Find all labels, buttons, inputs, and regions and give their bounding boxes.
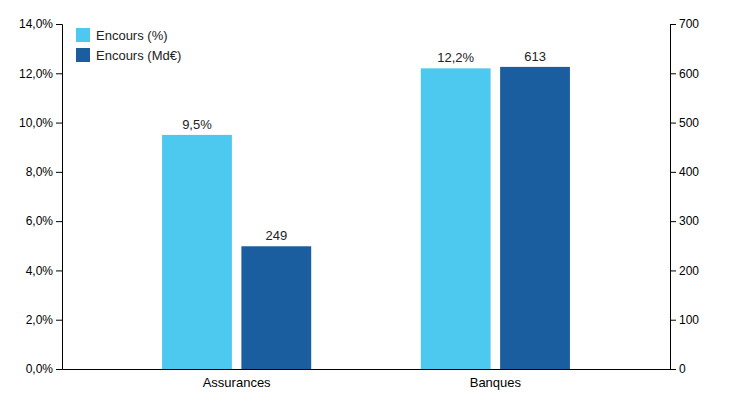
- tick-mark: [670, 24, 676, 25]
- tick: Banques: [470, 375, 522, 390]
- legend-item: Encours (%): [76, 28, 168, 43]
- tick-label: 0: [679, 362, 686, 376]
- tick: 100: [670, 313, 699, 327]
- data-label: 613: [524, 49, 546, 64]
- tick-mark: [56, 221, 62, 222]
- tick: 8,0%: [26, 165, 62, 179]
- legend-swatch: [76, 48, 90, 62]
- axis-line: [56, 25, 63, 370]
- tick-label: 12,0%: [19, 67, 53, 81]
- tick-mark: [670, 369, 676, 370]
- bar: [241, 246, 311, 369]
- tick-mark: [56, 172, 62, 173]
- tick: 500: [670, 116, 699, 130]
- data-label: 9,5%: [182, 117, 212, 132]
- tick: 10,0%: [19, 116, 62, 130]
- tick: 200: [670, 264, 699, 278]
- bar: [421, 68, 491, 369]
- tick-mark: [56, 123, 62, 124]
- legend-label: Encours (Md€): [96, 48, 181, 63]
- tick-label: 700: [679, 17, 699, 31]
- tick: Assurances: [203, 375, 271, 390]
- data-label: 249: [265, 228, 287, 243]
- tick-mark: [56, 369, 62, 370]
- axis-line: [671, 25, 677, 370]
- tick: 300: [670, 214, 699, 228]
- tick-mark: [670, 270, 676, 271]
- tick-mark: [670, 123, 676, 124]
- y2-axis: 0 100 200 300 400 500 600 700: [670, 17, 699, 376]
- chart: 9,5% 12,2% 249 613 0,0% 2,0% 4,0% 6,0% 8,0% 10,0%…: [0, 0, 730, 409]
- tick: 2,0%: [26, 313, 62, 327]
- legend-item: Encours (Md€): [76, 48, 181, 63]
- tick-label: 100: [679, 313, 699, 327]
- tick-label: 2,0%: [26, 313, 54, 327]
- data-label: 12,2%: [437, 50, 474, 65]
- tick-label: 400: [679, 165, 699, 179]
- tick-label: 14,0%: [19, 17, 53, 31]
- tick-label: 6,0%: [26, 214, 54, 228]
- bar: [500, 67, 570, 369]
- tick-label: 600: [679, 67, 699, 81]
- tick-mark: [56, 270, 62, 271]
- tick: 6,0%: [26, 214, 62, 228]
- x-axis: Assurances Banques: [63, 370, 671, 391]
- tick-label: 0,0%: [26, 362, 54, 376]
- tick-mark: [56, 73, 62, 74]
- tick-label: 4,0%: [26, 264, 54, 278]
- tick-label: 10,0%: [19, 116, 53, 130]
- tick-label: 8,0%: [26, 165, 54, 179]
- bars: [162, 67, 570, 369]
- tick-label: 500: [679, 116, 699, 130]
- tick-label: 200: [679, 264, 699, 278]
- tick-mark: [670, 172, 676, 173]
- tick-mark: [56, 320, 62, 321]
- tick-mark: [670, 320, 676, 321]
- axis-line: [63, 369, 671, 370]
- tick-mark: [56, 24, 62, 25]
- tick: 600: [670, 67, 699, 81]
- legend-swatch: [76, 28, 90, 42]
- tick-mark: [670, 73, 676, 74]
- tick-label: Banques: [470, 375, 522, 390]
- legend: Encours (%) Encours (Md€): [76, 28, 181, 63]
- tick-label: Assurances: [203, 375, 271, 390]
- data-labels: 9,5% 12,2% 249 613: [182, 49, 546, 243]
- tick-mark: [670, 221, 676, 222]
- legend-label: Encours (%): [96, 28, 168, 43]
- tick-label: 300: [679, 214, 699, 228]
- tick: 0: [670, 362, 686, 376]
- tick: 0,0%: [26, 362, 62, 376]
- y-axis: 0,0% 2,0% 4,0% 6,0% 8,0% 10,0% 12,0% 14,0%: [19, 17, 63, 376]
- tick: 14,0%: [19, 17, 62, 31]
- tick: 700: [670, 17, 699, 31]
- tick: 12,0%: [19, 67, 62, 81]
- tick: 400: [670, 165, 699, 179]
- plot: 9,5% 12,2% 249 613 0,0% 2,0% 4,0% 6,0% 8,0% 10,0%…: [19, 17, 699, 390]
- tick: 4,0%: [26, 264, 62, 278]
- bar: [162, 135, 232, 369]
